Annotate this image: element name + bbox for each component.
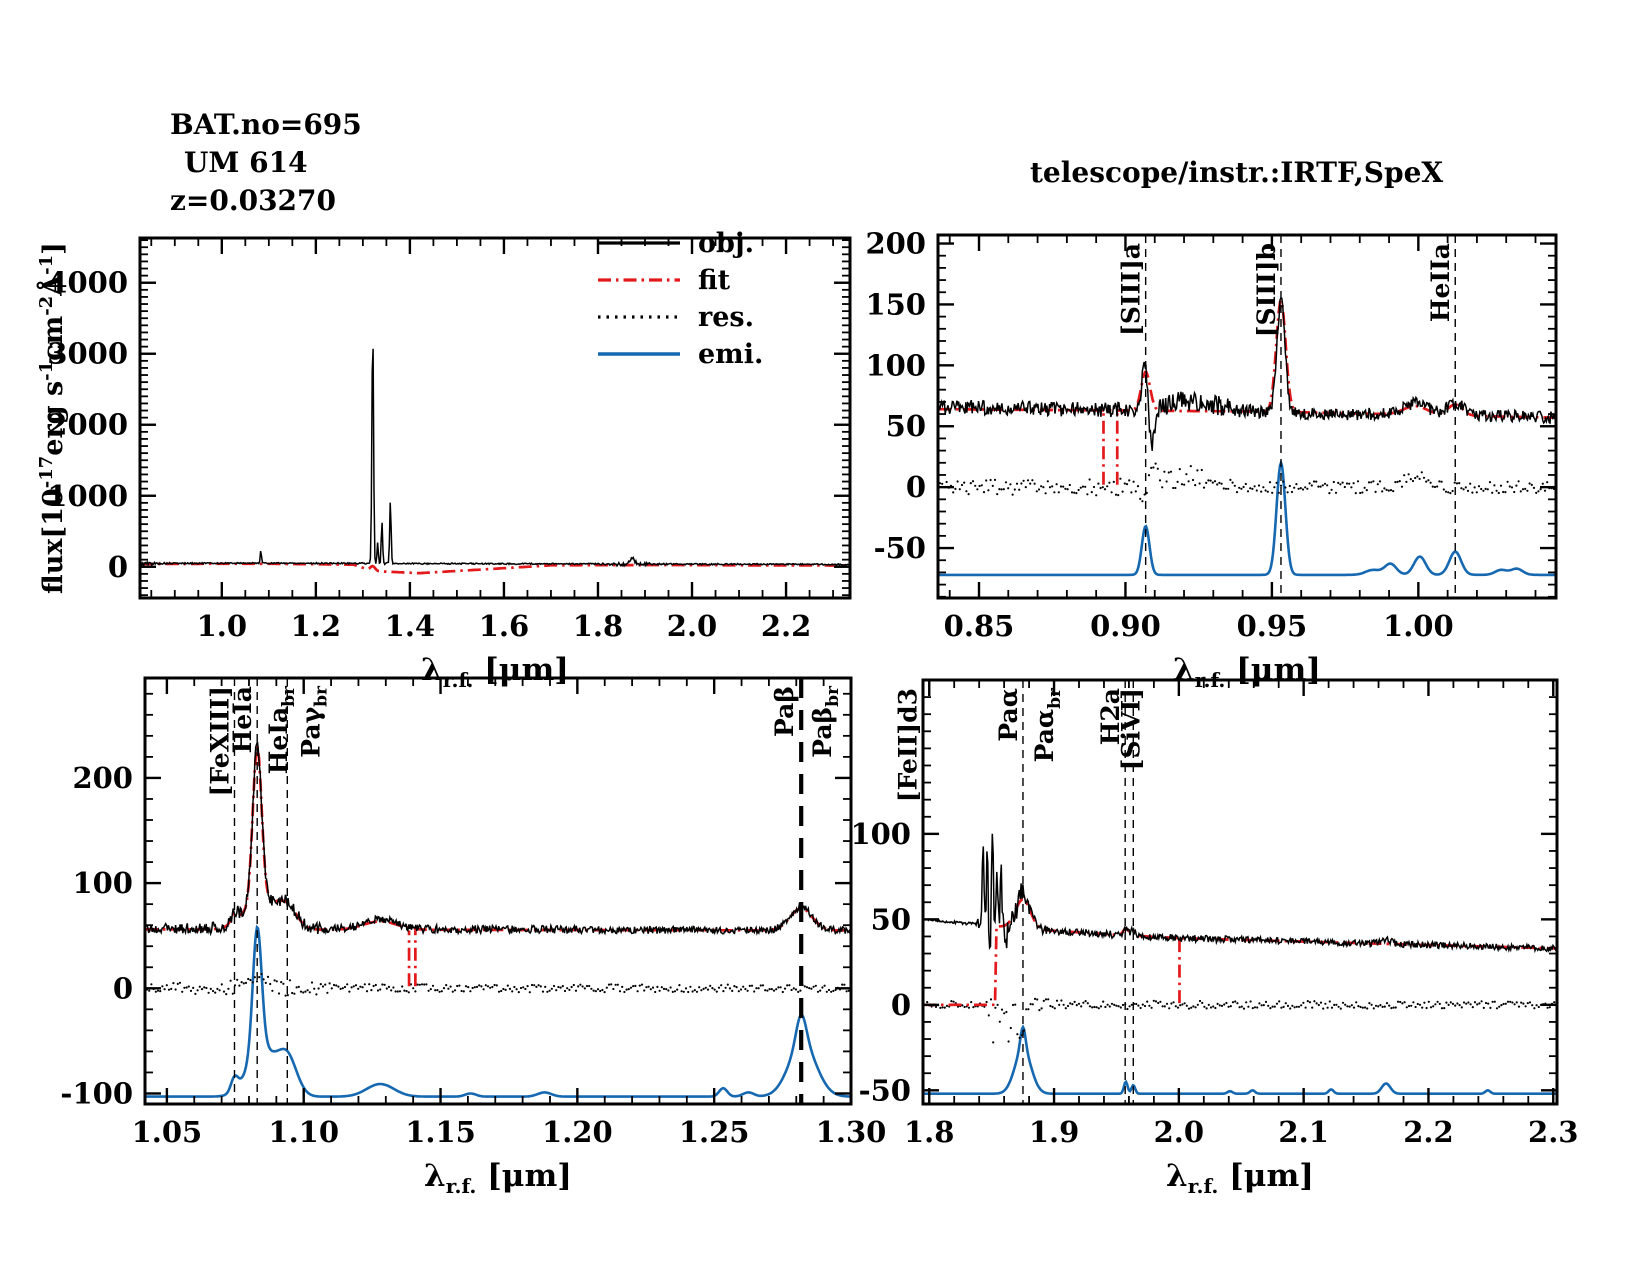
fit-line [141, 562, 849, 575]
y-tick-label: 1000 [47, 479, 128, 513]
x-tick-label: 1.05 [132, 1115, 203, 1149]
x-tick-label: 1.4 [385, 609, 435, 643]
y-tick-label: 150 [865, 287, 926, 321]
line-marker-label: Paα [994, 688, 1023, 742]
y-tick-label: 50 [886, 409, 926, 443]
axes-frame [143, 676, 853, 1106]
x-tick-label: 2.2 [761, 609, 811, 643]
line-marker-label: [SIII]b [1252, 243, 1281, 337]
x-tick-label: 0.95 [1237, 609, 1308, 643]
line-marker-label: [FeXIII] [205, 686, 234, 796]
x-tick-label: 1.9 [1029, 1115, 1079, 1149]
line-marker-label: Paβbr [808, 685, 843, 758]
legend-label-res: res. [698, 302, 754, 333]
y-tick-label: 50 [871, 902, 911, 936]
y-tick-label: -50 [874, 531, 926, 565]
x-tick-label: 2.3 [1528, 1115, 1578, 1149]
y-tick-label: 0 [108, 550, 128, 584]
obj-line [924, 833, 1556, 954]
y-tick-label: 4000 [47, 266, 128, 300]
emi-line [146, 924, 850, 1098]
res-dots [924, 997, 1556, 1044]
x-tick-label: 1.00 [1383, 609, 1454, 643]
y-tick-label: 100 [865, 348, 926, 382]
line-marker-label: Paγbr [296, 685, 331, 758]
line-marker-label: HeIIa [1426, 243, 1455, 322]
redshift: z=0.03270 [170, 184, 337, 217]
fit-line [924, 898, 1556, 1007]
line-marker-label: [SiVI] [1116, 688, 1145, 770]
emi-line [939, 458, 1555, 577]
panel-zoom-paschen-alpha: [FeII]d3 Paα Paαbr H2a[SiVI] 1.8 1.9 2.0 2.1 2.2… [850, 678, 1578, 1198]
x-tick-label: 2.1 [1278, 1115, 1328, 1149]
x-tick-label: 1.20 [542, 1115, 613, 1149]
line-marker-label: H2a [1096, 688, 1125, 745]
x-tick-label: 2.0 [667, 609, 717, 643]
axes-frame [936, 233, 1558, 600]
obj-line [939, 296, 1555, 451]
y-tick-label: -50 [859, 1073, 911, 1107]
y-tick-label: -100 [60, 1076, 133, 1110]
x-tick-label: 1.6 [479, 609, 529, 643]
bat-number: BAT.no=695 [170, 108, 362, 141]
line-marker-label: HeIabr [264, 685, 299, 774]
y-tick-label: 200 [865, 227, 926, 261]
object-name: UM 614 [184, 146, 308, 179]
line-marker-label: HeIa [228, 686, 257, 753]
line-marker-label: [SIII]a [1117, 243, 1146, 336]
emi-line [924, 1024, 1556, 1095]
x-tick-label: 2.2 [1403, 1115, 1453, 1149]
y-tick-label: 0 [891, 988, 911, 1022]
axes-frame [921, 678, 1559, 1106]
obj-line [141, 348, 849, 568]
x-axis-label: λr.f. [μm] [1173, 652, 1321, 692]
res-dots [939, 462, 1555, 503]
y-axis-label: flux[10-17erg s-1cm-2Å-1] [35, 242, 69, 594]
x-tick-label: 0.85 [944, 609, 1015, 643]
obj-line [146, 741, 850, 937]
x-tick-label: 1.8 [573, 609, 623, 643]
y-tick-label: 0 [906, 470, 926, 504]
y-tick-label: 3000 [47, 337, 128, 371]
x-tick-label: 1.30 [816, 1115, 887, 1149]
line-marker-label: [FeII]d3 [893, 688, 922, 802]
fit-line [939, 297, 1555, 420]
x-tick-label: 1.8 [904, 1115, 954, 1149]
legend-label-emi: emi. [698, 339, 763, 370]
y-tick-label: 100 [72, 866, 133, 900]
x-tick-label: 1.25 [679, 1115, 750, 1149]
x-tick-label: 1.10 [268, 1115, 339, 1149]
x-tick-label: 0.90 [1090, 609, 1161, 643]
panel-zoom-sIII: [SIII]a [SIII]b HeIIa 0.85 0.90 0.95 1.00 -50 0 5… [865, 227, 1558, 692]
instrument-label: telescope/instr.:IRTF,SpeX [1030, 156, 1444, 189]
legend-label-obj: obj. [698, 228, 754, 259]
y-tick-label: 100 [850, 817, 911, 851]
x-tick-label: 1.2 [291, 609, 341, 643]
y-tick-label: 200 [72, 761, 133, 795]
line-marker-label: Paβ [770, 686, 799, 737]
line-marker-label: Paαbr [1030, 687, 1065, 762]
x-tick-label: 1.0 [197, 609, 247, 643]
y-tick-label: 2000 [47, 408, 128, 442]
x-axis-label: λr.f. [μm] [1166, 1158, 1314, 1198]
x-axis-label: λr.f. [μm] [421, 652, 569, 692]
x-tick-label: 2.0 [1154, 1115, 1204, 1149]
x-tick-label: 1.15 [405, 1115, 476, 1149]
axes-frame [138, 236, 852, 600]
legend-label-fit: fit [698, 265, 731, 296]
panel-full-spectrum: 1.0 1.2 1.4 1.6 1.8 2.0 2.2 0 1000 2000 3000 4000 λr… [35, 228, 852, 692]
y-tick-label: 0 [113, 971, 133, 1005]
x-axis-label: λr.f. [μm] [424, 1158, 572, 1198]
res-dots [146, 972, 850, 997]
target-info-block: BAT.no=695 UM 614 z=0.03270 [170, 106, 362, 220]
